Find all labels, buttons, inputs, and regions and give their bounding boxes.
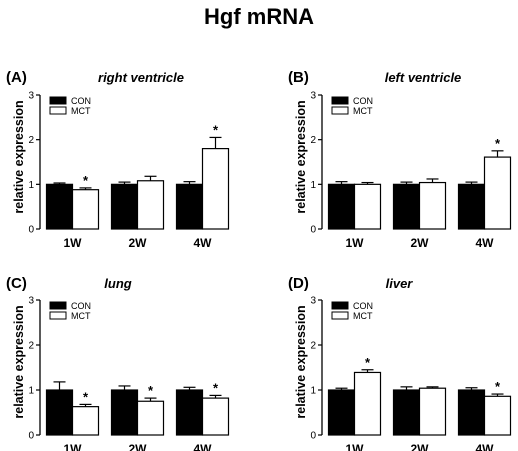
y-tick-label: 2 (310, 135, 316, 146)
y-tick-label: 0 (310, 225, 316, 236)
bar-mct (201, 148, 230, 230)
panel-letter: (A) (6, 69, 27, 86)
x-tick-label: 4W (476, 236, 495, 250)
y-tick-label: 3 (28, 296, 34, 307)
y-tick-label: 2 (28, 341, 34, 352)
bar-con (110, 389, 139, 436)
panel-title: left ventricle (385, 70, 462, 85)
y-axis-label: relative expression (294, 100, 308, 213)
x-tick-label: 1W (64, 236, 83, 250)
bar-mct (483, 395, 512, 436)
y-tick-label: 3 (310, 296, 316, 307)
legend-swatch (49, 311, 67, 320)
bar-con (327, 389, 356, 436)
x-tick-label: 4W (194, 442, 213, 451)
panel-letter: (B) (288, 69, 309, 86)
x-tick-label: 2W (411, 236, 430, 250)
bar-con (175, 183, 204, 230)
x-tick-label: 1W (346, 442, 365, 451)
bar-mct (418, 387, 447, 436)
legend-label: MCT (353, 311, 373, 321)
bar-mct (483, 156, 512, 230)
panel-letter: (D) (288, 275, 309, 292)
significance-star: * (495, 379, 501, 394)
y-axis-label: relative expression (12, 100, 26, 213)
y-tick-label: 0 (28, 225, 34, 236)
significance-star: * (213, 380, 219, 395)
x-tick-label: 2W (129, 236, 148, 250)
y-tick-label: 2 (310, 341, 316, 352)
bar-mct (353, 183, 382, 230)
x-tick-label: 2W (411, 442, 430, 451)
figure-title: Hgf mRNA (204, 4, 314, 29)
y-tick-label: 1 (28, 386, 34, 397)
y-tick-label: 0 (310, 431, 316, 442)
y-tick-label: 1 (310, 386, 316, 397)
legend-swatch (49, 301, 67, 310)
legend-swatch (331, 301, 349, 310)
x-tick-label: 4W (194, 236, 213, 250)
legend-swatch (331, 311, 349, 320)
panel-letter: (C) (6, 275, 27, 292)
chart-panel-b: (B) left ventricle relative expression 0… (288, 69, 512, 250)
y-tick-label: 2 (28, 135, 34, 146)
y-tick-label: 1 (28, 180, 34, 191)
panel-title: liver (386, 276, 414, 291)
legend-swatch (331, 96, 349, 105)
panel-title: right ventricle (98, 70, 184, 85)
chart-panel-a: (A) right ventricle relative expression … (6, 69, 230, 250)
legend-label: MCT (71, 311, 91, 321)
significance-star: * (83, 173, 89, 188)
y-tick-label: 0 (28, 431, 34, 442)
legend-label: CON (71, 301, 91, 311)
bar-con (457, 183, 486, 230)
significance-star: * (495, 136, 501, 151)
legend-label: MCT (71, 106, 91, 116)
bar-con (110, 183, 139, 230)
bar-mct (418, 181, 447, 230)
y-tick-label: 3 (28, 91, 34, 102)
bar-con (392, 389, 421, 436)
bar-con (45, 183, 74, 230)
bar-mct (71, 406, 100, 436)
bar-mct (353, 371, 382, 436)
panel-title: lung (104, 276, 131, 291)
bar-con (457, 389, 486, 436)
legend-label: CON (353, 301, 373, 311)
y-axis-label: relative expression (12, 305, 26, 418)
legend-label: CON (353, 96, 373, 106)
bar-con (327, 183, 356, 230)
legend-swatch (331, 106, 349, 115)
bar-con (45, 389, 74, 436)
chart-panel-d: (D) liver relative expression 0 1 2 3 * 1W 2W *… (288, 275, 512, 451)
x-tick-label: 1W (346, 236, 365, 250)
legend-swatch (49, 96, 67, 105)
significance-star: * (365, 355, 371, 370)
bar-con (392, 183, 421, 230)
legend-label: CON (71, 96, 91, 106)
chart-panel-c: (C) lung relative expression 0 1 2 3 * 1W * 2W *… (6, 275, 230, 451)
legend-swatch (49, 106, 67, 115)
bar-mct (136, 180, 165, 230)
bar-con (175, 389, 204, 436)
x-tick-label: 2W (129, 442, 148, 451)
y-tick-label: 3 (310, 91, 316, 102)
y-tick-label: 1 (310, 180, 316, 191)
y-axis-label: relative expression (294, 305, 308, 418)
legend-label: MCT (353, 106, 373, 116)
significance-star: * (213, 122, 219, 137)
significance-star: * (148, 383, 154, 398)
significance-star: * (83, 389, 89, 404)
bar-mct (71, 189, 100, 230)
bar-mct (201, 397, 230, 436)
bar-mct (136, 400, 165, 436)
x-tick-label: 1W (64, 442, 83, 451)
x-tick-label: 4W (476, 442, 495, 451)
